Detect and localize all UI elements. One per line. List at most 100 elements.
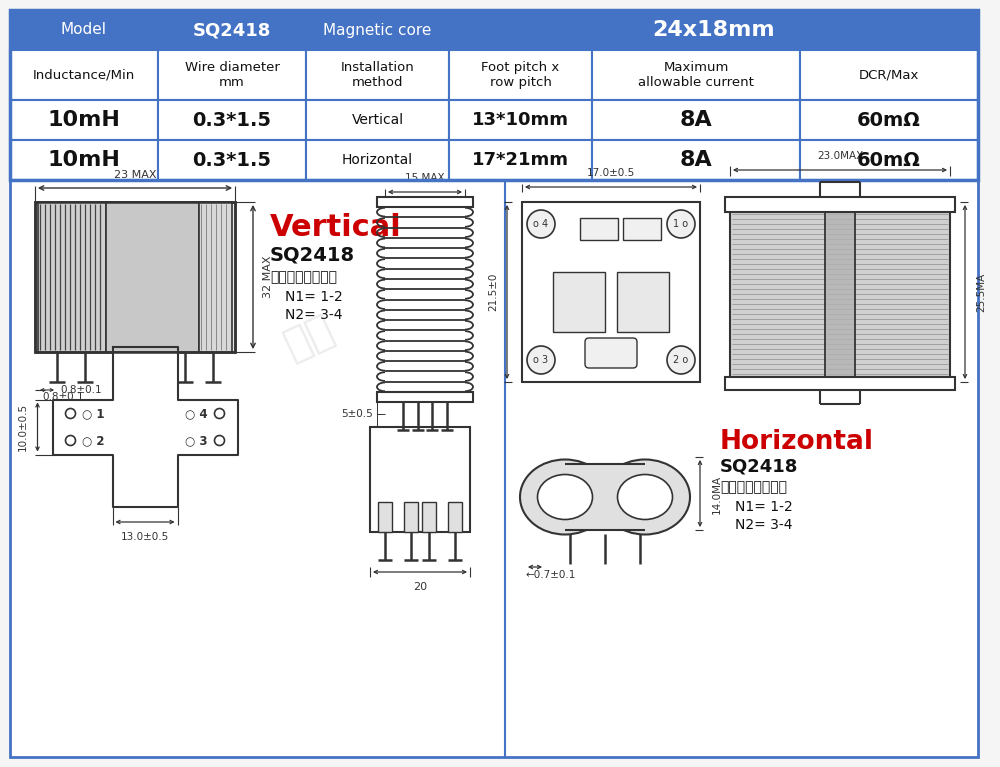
Text: 1 o: 1 o: [673, 219, 689, 229]
Bar: [404, 502, 418, 532]
Bar: [158, 50, 306, 100]
Text: SQ2418: SQ2418: [720, 458, 798, 476]
Text: SQ2418: SQ2418: [193, 21, 271, 39]
Bar: [617, 272, 669, 332]
Ellipse shape: [520, 459, 610, 535]
Text: Model: Model: [61, 22, 107, 38]
Bar: [306, 50, 449, 100]
Circle shape: [667, 210, 695, 238]
Text: Installation
method: Installation method: [341, 61, 414, 89]
Text: ○ 3: ○ 3: [185, 434, 208, 447]
Bar: [106, 202, 199, 352]
Bar: [306, 140, 449, 180]
Text: 17*21mm: 17*21mm: [472, 151, 569, 169]
Text: Horizontal: Horizontal: [720, 429, 874, 455]
Bar: [38, 202, 106, 352]
Polygon shape: [52, 347, 238, 507]
Circle shape: [667, 346, 695, 374]
Bar: [378, 502, 392, 532]
Text: 8A: 8A: [680, 110, 712, 130]
Bar: [725, 377, 955, 390]
Bar: [553, 272, 605, 332]
Bar: [725, 197, 955, 212]
Bar: [10, 180, 978, 757]
Text: Foot pitch x
row pitch: Foot pitch x row pitch: [481, 61, 560, 89]
Bar: [306, 100, 449, 140]
Circle shape: [527, 346, 555, 374]
Text: 10mH: 10mH: [48, 150, 120, 170]
Bar: [422, 502, 436, 532]
Text: N1= 1-2: N1= 1-2: [735, 500, 793, 514]
Text: Vertical: Vertical: [351, 113, 404, 127]
Text: 20: 20: [413, 582, 427, 592]
Text: SQ2418: SQ2418: [270, 245, 355, 265]
Text: 24x18mm: 24x18mm: [652, 20, 775, 40]
Text: Wire diameter
mm: Wire diameter mm: [185, 61, 279, 89]
Text: N2= 3-4: N2= 3-4: [735, 518, 792, 532]
Text: 脚位连接电路原理: 脚位连接电路原理: [720, 480, 787, 494]
Text: 10mH: 10mH: [48, 110, 120, 130]
Ellipse shape: [538, 475, 592, 519]
Text: Magnetic core: Magnetic core: [323, 22, 432, 38]
Bar: [592, 50, 800, 100]
Bar: [35, 202, 235, 352]
Text: o 4: o 4: [533, 219, 549, 229]
Text: 60mΩ: 60mΩ: [857, 150, 921, 170]
Text: 23.0MAX: 23.0MAX: [817, 151, 863, 161]
Text: Vertical: Vertical: [270, 212, 402, 242]
Bar: [449, 50, 592, 100]
Bar: [199, 202, 232, 352]
FancyBboxPatch shape: [585, 338, 637, 368]
Bar: [10, 10, 978, 180]
Text: 32 MAX: 32 MAX: [263, 255, 273, 298]
Circle shape: [66, 409, 76, 419]
Bar: [377, 392, 473, 402]
Text: 0.8±0.1: 0.8±0.1: [60, 385, 102, 395]
Text: 深圳: 深圳: [278, 308, 342, 367]
Text: 2 o: 2 o: [673, 355, 689, 365]
Text: ○ 1: ○ 1: [82, 407, 105, 420]
Bar: [592, 140, 800, 180]
Bar: [377, 197, 473, 207]
Text: 23 MAX: 23 MAX: [114, 170, 156, 180]
Text: 10.0±0.5: 10.0±0.5: [17, 403, 28, 451]
Bar: [158, 140, 306, 180]
Bar: [35, 202, 235, 352]
Bar: [370, 427, 470, 532]
Text: Maximum
allowable current: Maximum allowable current: [638, 61, 754, 89]
Text: N1= 1-2: N1= 1-2: [285, 290, 343, 304]
Text: ←0.7±0.1: ←0.7±0.1: [525, 570, 575, 580]
Text: 15 MAX: 15 MAX: [405, 173, 445, 183]
Bar: [800, 50, 978, 100]
Text: 60mΩ: 60mΩ: [857, 110, 921, 130]
Circle shape: [527, 210, 555, 238]
Bar: [10, 140, 158, 180]
Text: 13*10mm: 13*10mm: [472, 111, 569, 129]
Bar: [800, 100, 978, 140]
Bar: [448, 502, 462, 532]
Text: Horizontal: Horizontal: [342, 153, 413, 167]
Text: ○ 4: ○ 4: [185, 407, 208, 420]
Ellipse shape: [600, 459, 690, 535]
Text: N2= 3-4: N2= 3-4: [285, 308, 342, 322]
Bar: [522, 202, 700, 382]
Bar: [825, 202, 855, 382]
Text: o 3: o 3: [533, 355, 549, 365]
Circle shape: [66, 436, 76, 446]
Ellipse shape: [618, 475, 672, 519]
Bar: [158, 100, 306, 140]
Circle shape: [214, 409, 224, 419]
Circle shape: [214, 436, 224, 446]
Bar: [730, 202, 950, 382]
Bar: [449, 140, 592, 180]
Bar: [10, 100, 158, 140]
Text: 21.5±0: 21.5±0: [488, 273, 498, 311]
Bar: [623, 218, 661, 240]
Bar: [592, 100, 800, 140]
Text: 8A: 8A: [680, 150, 712, 170]
Bar: [10, 50, 158, 100]
Text: Inductance/Min: Inductance/Min: [33, 68, 135, 81]
Bar: [449, 100, 592, 140]
Text: 脚位连接电路原理: 脚位连接电路原理: [270, 270, 337, 284]
Text: 0.3*1.5: 0.3*1.5: [192, 110, 272, 130]
